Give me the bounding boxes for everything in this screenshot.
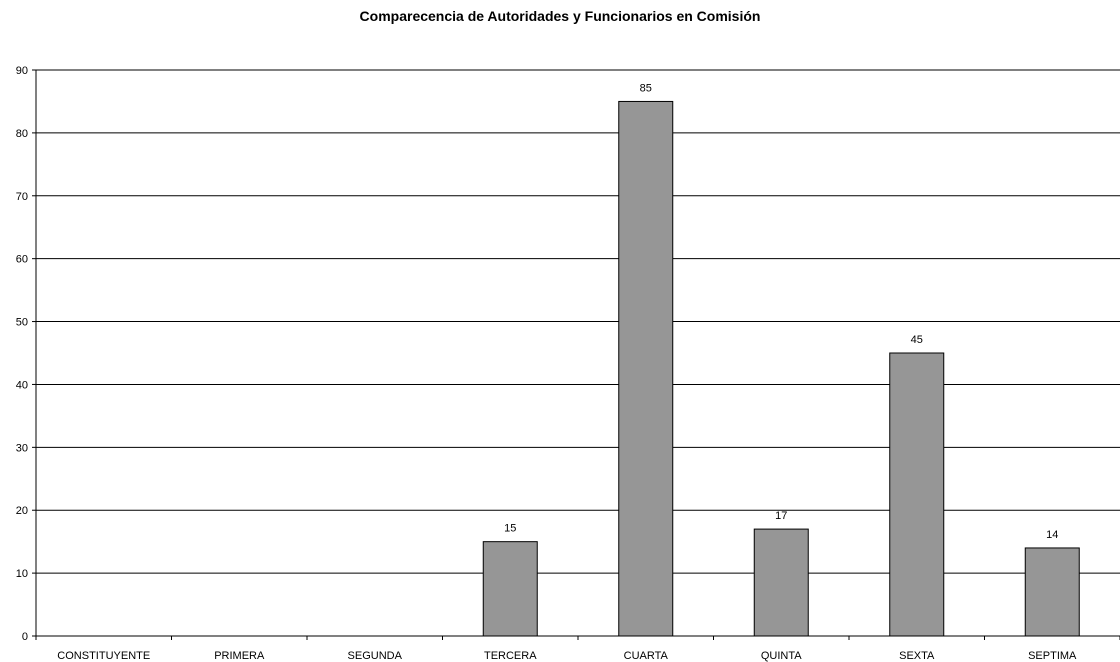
bar-cuarta bbox=[618, 100, 674, 637]
data-label: 45 bbox=[911, 334, 923, 346]
y-tick-label: 90 bbox=[16, 65, 28, 77]
y-tick-label: 70 bbox=[16, 191, 28, 203]
y-tick-label: 10 bbox=[16, 568, 28, 580]
y-tick-label: 20 bbox=[16, 505, 28, 517]
bars: 15 85 17 45 14 bbox=[482, 82, 1080, 637]
data-label: 14 bbox=[1046, 529, 1058, 541]
bar-quinta bbox=[753, 528, 809, 637]
bar-tercera bbox=[482, 541, 538, 637]
y-tick-label: 0 bbox=[22, 631, 28, 643]
x-tick-label: SEGUNDA bbox=[348, 650, 403, 662]
bar-septima bbox=[1024, 547, 1080, 637]
y-tick-label: 50 bbox=[16, 317, 28, 329]
y-axis-ticks: 0 10 20 30 40 50 60 70 80 90 bbox=[16, 65, 36, 643]
chart-title: Comparecencia de Autoridades y Funcionar… bbox=[359, 8, 761, 24]
y-tick-label: 60 bbox=[16, 254, 28, 266]
data-label: 15 bbox=[504, 523, 516, 535]
y-tick-label: 30 bbox=[16, 442, 28, 454]
x-tick-label: PRIMERA bbox=[214, 650, 265, 662]
x-tick-label: CONSTITUYENTE bbox=[57, 650, 150, 662]
y-tick-label: 80 bbox=[16, 128, 28, 140]
data-label: 85 bbox=[640, 82, 652, 94]
x-tick-label: TERCERA bbox=[484, 650, 537, 662]
data-label: 17 bbox=[775, 510, 787, 522]
y-tick-label: 40 bbox=[16, 379, 28, 391]
x-tick-label: QUINTA bbox=[761, 650, 802, 662]
x-axis-ticks: CONSTITUYENTE PRIMERA SEGUNDA TERCERA CUARTA… bbox=[35, 636, 1120, 662]
x-tick-label: SEXTA bbox=[899, 650, 935, 662]
bar-sexta bbox=[889, 352, 945, 637]
x-tick-label: CUARTA bbox=[624, 650, 669, 662]
gridlines bbox=[36, 69, 1120, 574]
x-tick-label: SEPTIMA bbox=[1028, 650, 1077, 662]
